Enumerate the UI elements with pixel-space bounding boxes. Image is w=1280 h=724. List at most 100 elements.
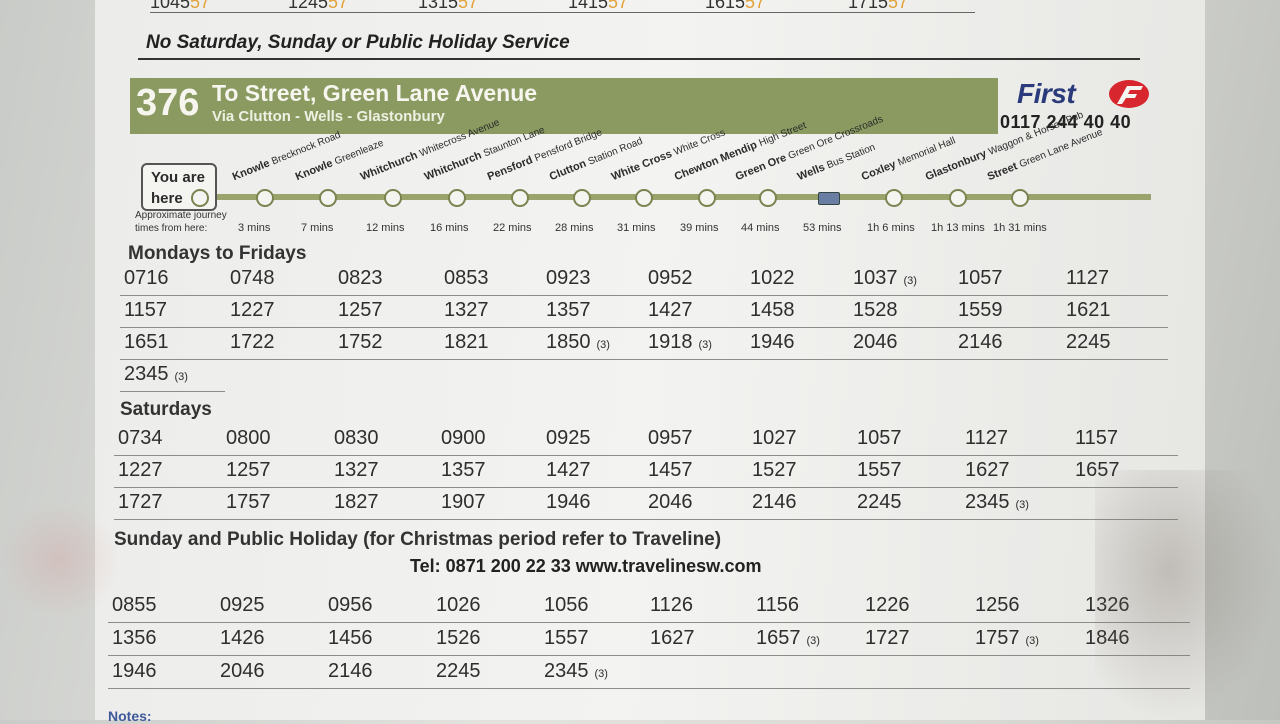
timetable-row: 1227 1257 1327 1357 1427 1457 1527 1557 1627 1657 (114, 456, 1178, 488)
departure-time: 1821 (444, 331, 489, 353)
time-cell: 131557 (418, 0, 478, 13)
stop-journey-time: 1h 13 mins (931, 222, 985, 234)
departure-time: 1621 (1066, 299, 1111, 321)
departure-time: 1752 (338, 331, 383, 353)
operator-phone: 0117 244 40 40 (1000, 112, 1132, 132)
departure-time: 1757 (3) (975, 627, 1039, 649)
stop-marker (256, 189, 274, 207)
time-cell: 171557 (848, 0, 908, 13)
time-cell: 141557 (568, 0, 628, 13)
departure-time: 2245 (436, 660, 481, 682)
departure-time: 1946 (750, 331, 795, 353)
time-cell: 161557 (705, 0, 765, 13)
stop-journey-time: 39 mins (680, 222, 719, 234)
route-banner: 376 To Street, Green Lane Avenue Via Clu… (130, 78, 998, 134)
departure-time: 1037 (3) (853, 267, 917, 289)
footnote-ref: (3) (806, 635, 820, 647)
stop-town: Knowle (293, 157, 335, 184)
departure-time: 1327 (334, 459, 379, 481)
timetable-row: 1651 1722 1752 1821 1850 (3) 1918 (3) 1946 2046 21… (120, 328, 1168, 360)
departure-time: 0923 (546, 267, 591, 289)
first-f-icon (1109, 80, 1149, 108)
time-minutes: 57 (328, 0, 349, 12)
footnote-ref: (3) (174, 371, 188, 383)
footnote-ref: (3) (1025, 635, 1039, 647)
departure-time: 1657 (1075, 459, 1120, 482)
departure-time: 1827 (334, 491, 379, 513)
departure-time: 0830 (334, 427, 379, 449)
departure-time: 1056 (544, 594, 589, 616)
footnote-ref: (3) (903, 275, 917, 287)
departure-time: 1559 (958, 299, 1003, 321)
you-are-here-box: You are here (141, 163, 217, 211)
route-destination: To Street, Green Lane Avenue (212, 80, 538, 106)
departure-time: 1850 (3) (546, 331, 610, 353)
departure-time: 2245 (1066, 331, 1111, 353)
time-minutes: 57 (888, 0, 909, 12)
departure-time: 1326 (1085, 594, 1130, 617)
departure-time: 0957 (648, 427, 693, 449)
departure-time: 0855 (112, 594, 157, 616)
stop-marker (511, 189, 529, 207)
departure-time: 1022 (750, 267, 795, 289)
divider (138, 58, 1140, 60)
route-diagram: You are here Approximate journey times f… (135, 110, 1185, 245)
departure-time: 1426 (220, 627, 265, 649)
footnote-ref: (3) (698, 339, 712, 351)
departure-time: 0952 (648, 267, 693, 289)
departure-time: 2146 (752, 491, 797, 513)
stop-marker (635, 189, 653, 207)
saturday-heading: Saturdays (120, 399, 212, 420)
stop-marker (448, 189, 466, 207)
timetable-row: 2345 (3) (120, 360, 225, 392)
departure-time: 1458 (750, 299, 795, 321)
departure-time: 1357 (546, 299, 591, 321)
notes-heading: Notes: (108, 708, 152, 724)
departure-time: 1757 (226, 491, 271, 513)
departure-time: 0823 (338, 267, 383, 289)
departure-time: 0956 (328, 594, 373, 616)
departure-time: 1727 (865, 627, 910, 649)
departure-time: 1126 (650, 594, 694, 616)
time-cell: 104557 (150, 0, 210, 13)
stop-journey-time: 53 mins (803, 222, 842, 234)
operator-logo: First (1017, 78, 1149, 110)
departure-time: 1257 (338, 299, 383, 321)
stop-journey-time: 1h 6 mins (867, 222, 915, 234)
sunday-heading: Sunday and Public Holiday (for Christmas… (114, 529, 722, 550)
stop-marker (698, 189, 716, 207)
stop-town: Coxley (859, 158, 898, 184)
you-are-here-label: You are here (151, 169, 205, 207)
departure-time: 1327 (444, 299, 489, 321)
departure-time: 2046 (220, 660, 265, 682)
footnote-ref: (3) (1015, 499, 1029, 511)
departure-time: 1026 (436, 594, 481, 616)
departure-time: 1256 (975, 594, 1020, 616)
departure-time: 0800 (226, 427, 271, 449)
stop-marker (573, 189, 591, 207)
departure-time: 2146 (328, 660, 373, 682)
departure-time: 0900 (441, 427, 486, 449)
stop-journey-time: 44 mins (741, 222, 780, 234)
previous-timetable-row: 104557 124557 131557 141557 161557 171557 (150, 0, 975, 13)
departure-time: 0853 (444, 267, 489, 289)
approx-times-label: Approximate journey times from here: (135, 210, 227, 234)
stop-journey-time: 31 mins (617, 222, 656, 234)
timetable-row: 0716 0748 0823 0853 0923 0952 1022 1037 (3) 1057 1… (120, 264, 1168, 296)
stop-journey-time: 12 mins (366, 222, 405, 234)
departure-time: 1157 (124, 299, 168, 321)
departure-time: 1357 (441, 459, 486, 481)
departure-time: 1946 (112, 660, 157, 682)
stop-journey-time: 7 mins (301, 222, 334, 234)
departure-time: 1156 (756, 594, 800, 616)
departure-time: 1127 (1066, 267, 1110, 289)
stop-marker (384, 189, 402, 207)
stop-marker (949, 189, 967, 207)
departure-time: 1846 (1085, 627, 1130, 650)
time-minutes: 57 (458, 0, 479, 12)
bus-station-icon (818, 192, 840, 205)
departure-time: 1918 (3) (648, 331, 712, 353)
time-minutes: 57 (608, 0, 629, 12)
departure-time: 1057 (857, 427, 902, 449)
departure-time: 0716 (124, 267, 169, 289)
